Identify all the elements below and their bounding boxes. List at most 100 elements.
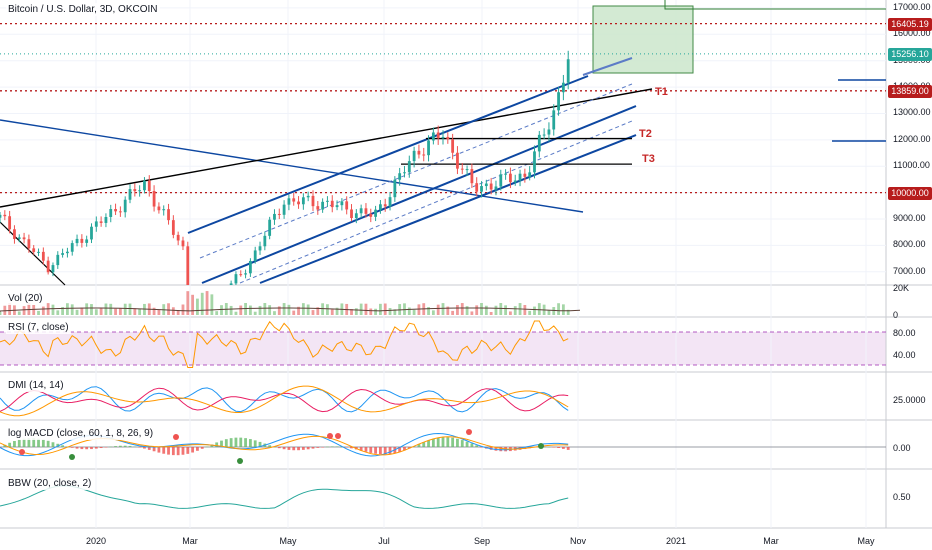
candle-body	[552, 110, 556, 130]
macd-histogram-bar	[32, 438, 36, 447]
candle-body	[354, 213, 358, 219]
macd-histogram-bar	[147, 447, 151, 450]
candle-body	[537, 134, 541, 152]
chart-title: Bitcoin / U.S. Dollar, 3D, OKCOIN	[6, 3, 160, 16]
candle-body	[566, 59, 570, 83]
macd-cross-marker-0	[19, 449, 25, 455]
macd-histogram-bar	[499, 447, 503, 452]
time-label-2020: 2020	[85, 536, 107, 546]
downtrend-line	[0, 119, 584, 213]
volume-bar	[489, 311, 493, 315]
macd-histogram-bar	[330, 446, 334, 447]
macd-histogram-bar	[80, 447, 84, 450]
volume-bar	[210, 294, 214, 315]
volume-bar	[431, 310, 435, 315]
macd-cross-marker-1	[69, 454, 75, 460]
macd-histogram-bar	[268, 445, 272, 447]
volume-bar	[32, 304, 36, 315]
price-axis-label: 12000.00	[893, 133, 931, 144]
candle-body	[427, 140, 430, 156]
macd-histogram-bar	[494, 447, 498, 451]
macd-histogram-bar	[446, 437, 450, 447]
volume-bar	[258, 305, 262, 315]
macd-histogram-bar	[326, 446, 329, 448]
volume-bar	[22, 306, 26, 315]
candle-body	[234, 274, 238, 284]
macd-histogram-bar	[128, 445, 132, 447]
macd-histogram-bar	[152, 447, 156, 452]
volume-bar	[191, 294, 195, 315]
candle-body	[3, 214, 7, 217]
volume-bar	[51, 304, 55, 315]
candle-body	[248, 260, 252, 274]
candle-body	[32, 248, 36, 252]
dmi-plus-line	[0, 386, 569, 413]
macd-histogram-bar	[123, 445, 127, 447]
volume-bar	[123, 303, 127, 315]
macd-histogram-bar	[37, 438, 40, 447]
candle-body	[152, 191, 156, 207]
candle-body	[17, 237, 21, 239]
price-axis-label: 16000.00	[893, 28, 931, 39]
volume-bar	[104, 303, 108, 315]
candle-body	[13, 229, 16, 239]
macd-histogram-bar	[70, 447, 74, 448]
macd-histogram-bar	[253, 440, 257, 447]
vol-axis-max: 20K	[893, 283, 910, 293]
volume-bar	[393, 309, 397, 315]
macd-histogram-bar	[75, 447, 79, 449]
volume-bar	[200, 292, 204, 315]
candle-body	[258, 246, 262, 251]
macd-cross-marker-6	[466, 429, 472, 435]
volume-bar	[379, 303, 382, 315]
volume-bar	[470, 311, 474, 315]
dmi-axis-25: 25.0000	[893, 395, 926, 405]
candle-body	[484, 183, 488, 187]
volume-bar	[282, 303, 286, 315]
macd-histogram-bar	[234, 437, 238, 447]
volume-bar	[94, 309, 98, 315]
candle-body	[446, 136, 450, 140]
candle-body	[383, 204, 387, 207]
candle-body	[489, 183, 493, 190]
candle-body	[335, 205, 339, 208]
time-label-mar: Mar	[182, 536, 198, 546]
candle-body	[518, 173, 522, 181]
macd-histogram-bar	[162, 447, 166, 454]
macd-histogram-bar	[61, 445, 64, 447]
volume-bar	[118, 308, 122, 315]
macd-histogram-bar	[460, 440, 464, 447]
volume-bar	[417, 304, 421, 315]
macd-histogram-bar	[547, 446, 551, 448]
candle-body	[287, 198, 291, 205]
candle-body	[460, 168, 464, 170]
volume-bar	[61, 307, 64, 315]
target-label-t1: T1	[655, 86, 668, 98]
volume-bar	[292, 310, 296, 315]
price-axis-label: 7000.00	[893, 265, 926, 276]
volume-bar	[263, 303, 267, 315]
candle-body	[475, 183, 479, 192]
candle-body	[306, 195, 310, 198]
macd-histogram-bar	[427, 440, 430, 447]
macd-histogram-bar	[566, 447, 570, 450]
volume-bar	[311, 310, 315, 315]
volume-bar	[460, 303, 464, 315]
candle-body	[412, 150, 416, 162]
candle-body	[94, 221, 98, 227]
macd-histogram-bar	[138, 447, 142, 448]
macd-cross-marker-5	[335, 433, 341, 439]
macd-histogram-bar	[224, 439, 228, 447]
volume-bar	[330, 309, 334, 315]
macd-histogram-bar	[99, 447, 103, 449]
candle-body	[316, 206, 320, 210]
macd-histogram-bar	[171, 447, 175, 456]
macd-histogram-bar	[191, 447, 195, 453]
volume-bar	[70, 304, 74, 315]
macd-histogram-bar	[441, 437, 445, 447]
volume-bar	[484, 305, 488, 315]
macd-histogram-bar	[94, 447, 98, 449]
volume-bar	[316, 307, 320, 315]
macd-histogram-bar	[374, 447, 377, 454]
